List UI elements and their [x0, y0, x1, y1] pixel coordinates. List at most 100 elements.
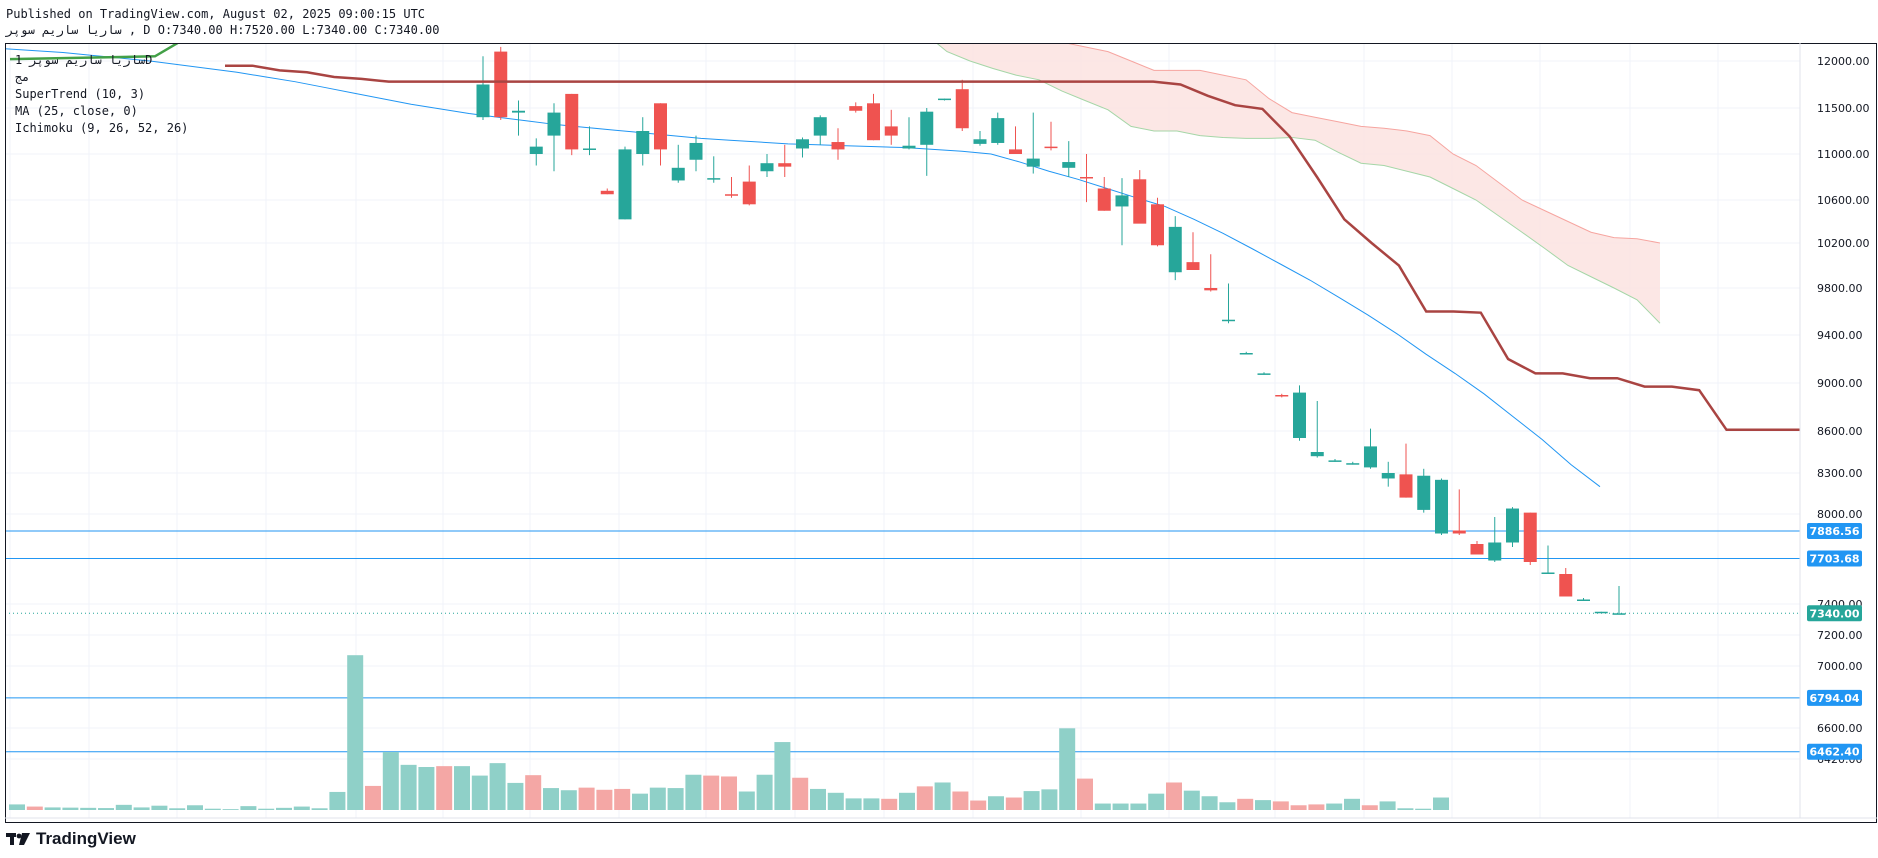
- volume-bar: [596, 789, 613, 810]
- volume-bar: [1397, 808, 1414, 810]
- legend-sub: مج: [15, 70, 30, 84]
- volume-bar: [1255, 800, 1271, 810]
- volume-bar: [187, 805, 203, 810]
- candle-body: [1506, 508, 1519, 543]
- volume-bar: [329, 791, 346, 810]
- volume-bar: [1326, 803, 1343, 810]
- level-badge-label: 6462.40: [1809, 746, 1859, 759]
- volume-bar: [151, 805, 168, 810]
- volume-bar: [649, 787, 666, 810]
- price-axis-tick: 8000.00: [1817, 508, 1863, 521]
- tradingview-icon: [6, 833, 30, 845]
- ichimoku-cloud: [936, 43, 1660, 324]
- candle-body: [1044, 146, 1058, 149]
- volume-bar: [1237, 798, 1254, 810]
- chart-canvas[interactable]: 12000.00 11500.00 11000.00 10600.00 10200.00…: [3, 43, 1877, 836]
- legend-ichimoku[interactable]: Ichimoku (9, 26, 52, 26): [15, 121, 189, 135]
- ohlc-values: O:7340.00 H:7520.00 L:7340.00 C:7340.00: [157, 23, 440, 37]
- volume-bar: [1112, 803, 1129, 810]
- plot-layer: [5, 43, 1800, 818]
- candle-body: [1222, 319, 1235, 322]
- symbol-ohlc-line: ساريا ساريم سوپر , D O:7340.00 H:7520.00…: [6, 22, 440, 38]
- volume-bar: [311, 808, 328, 810]
- candle-body: [1364, 446, 1377, 468]
- candle-body: [529, 146, 543, 154]
- price-axis-tick: 11500.00: [1817, 102, 1870, 115]
- candle-body: [565, 93, 579, 150]
- candle-body: [1612, 613, 1626, 615]
- volume-bar: [1059, 728, 1076, 810]
- volume-bar: [934, 782, 951, 810]
- volume-bar: [436, 766, 453, 810]
- candle-body: [1115, 195, 1129, 207]
- price-axis-tick: 9800.00: [1817, 282, 1863, 295]
- chart-header: Published on TradingView.com, August 02,…: [6, 6, 440, 38]
- candle-body: [1275, 395, 1289, 397]
- volume-bar: [169, 808, 186, 810]
- candle-body: [955, 89, 969, 129]
- volume-bar: [1415, 808, 1432, 810]
- candle-body: [1310, 452, 1324, 457]
- supertrend-line: [225, 64, 1800, 432]
- candle-body: [1399, 474, 1413, 498]
- chart-area[interactable]: 12000.00 11500.00 11000.00 10600.00 10200.00…: [3, 43, 1877, 836]
- candle-body: [1417, 475, 1431, 510]
- volume-bar: [1077, 778, 1093, 810]
- candle-body: [1346, 463, 1360, 465]
- candle-body: [512, 110, 525, 113]
- candle-body: [938, 98, 951, 101]
- candle-body: [1168, 226, 1182, 273]
- volume-bar: [1148, 793, 1165, 810]
- volume-bar: [916, 786, 933, 810]
- candle-body: [1151, 204, 1164, 246]
- legend-symbol[interactable]: ساريا ساريم سوپر 1D: [15, 53, 153, 67]
- candle-body: [1009, 149, 1022, 154]
- volume-bar: [578, 787, 595, 810]
- candle-body: [920, 111, 934, 145]
- volume-bar: [756, 774, 773, 810]
- volume-bar: [899, 792, 915, 810]
- volume-bar: [1308, 804, 1325, 810]
- candle-body: [760, 163, 774, 172]
- volume-bar: [952, 791, 969, 810]
- volume-bar: [204, 808, 221, 810]
- tradingview-logo[interactable]: TradingView: [6, 829, 136, 849]
- volume-bar: [115, 804, 132, 810]
- volume-bar: [1094, 803, 1111, 810]
- candle-body: [1204, 288, 1218, 291]
- volume-bar: [1344, 798, 1360, 810]
- candle-body: [1577, 599, 1590, 601]
- legend-supertrend[interactable]: SuperTrend (10, 3): [15, 87, 146, 101]
- volume-bar: [365, 785, 381, 810]
- candle-body: [1097, 188, 1111, 211]
- volume-bar: [1023, 791, 1040, 810]
- volume-bar: [1183, 790, 1200, 810]
- candle-body: [1239, 353, 1253, 355]
- volume-bar: [276, 807, 292, 810]
- candle-body: [707, 178, 721, 180]
- volume-bar: [133, 807, 150, 810]
- price-axis-tick: 9400.00: [1817, 329, 1863, 342]
- volume-bar: [454, 766, 470, 810]
- price-axis-tick: 10600.00: [1817, 194, 1870, 207]
- volume-bar: [44, 807, 61, 810]
- candle-body: [494, 51, 508, 118]
- candle-body: [884, 126, 898, 136]
- candle-body: [618, 149, 632, 220]
- price-axis-tick: 8600.00: [1817, 425, 1863, 438]
- volume-bar: [80, 807, 97, 810]
- legend-ma[interactable]: MA (25, close, 0): [15, 104, 138, 118]
- candle-body: [1328, 460, 1342, 462]
- ichimoku-span-b: [935, 43, 1661, 324]
- candle-body: [973, 139, 987, 144]
- volume-bar: [1041, 789, 1058, 810]
- candle-body: [991, 118, 1005, 143]
- candle-body: [1381, 473, 1395, 479]
- volume-bar: [293, 806, 310, 810]
- candle-body: [1435, 479, 1448, 534]
- volume-bar: [1201, 796, 1218, 810]
- volume-bar: [9, 804, 25, 810]
- volume-bar: [1433, 797, 1449, 810]
- level-badge-label: 7703.68: [1809, 552, 1859, 565]
- candle-body: [1186, 262, 1200, 270]
